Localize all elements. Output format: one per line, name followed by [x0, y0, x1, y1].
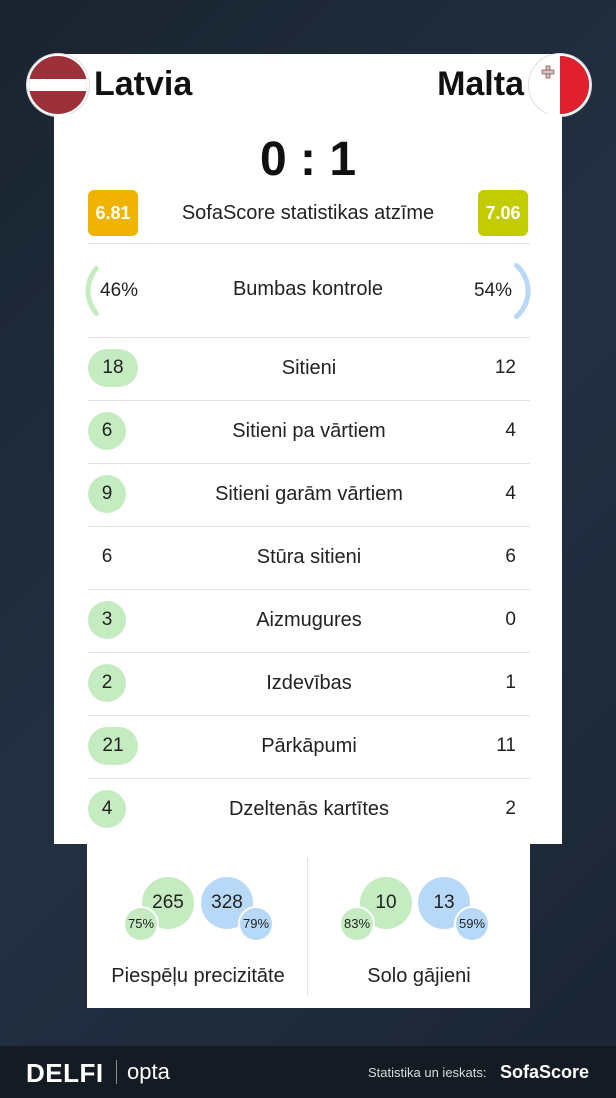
stat-label: Dzeltenās kartītes	[228, 798, 390, 820]
divider	[88, 652, 530, 653]
stat-row-corners: 6 Stūra sitieni 6	[88, 538, 530, 578]
stat-row-yellow-cards: 4 Dzeltenās kartītes 2	[88, 790, 530, 830]
away-rating-badge: 7.06	[478, 190, 528, 236]
malta-flag-icon	[529, 54, 591, 116]
divider	[88, 526, 530, 527]
dribbles-label: Solo gājieni	[367, 965, 471, 987]
away-value: 11	[496, 735, 516, 756]
stat-label: Sitieni pa vārtiem	[232, 420, 386, 442]
stat-label: Izdevības	[266, 672, 352, 694]
match-score: 0 : 1	[259, 133, 357, 186]
away-value: 4	[505, 420, 516, 441]
stat-label: Sitieni garām vārtiem	[215, 483, 403, 505]
credit-text: Statistika un ieskats:	[368, 1065, 487, 1080]
delfi-logo: DELFI	[26, 1058, 104, 1088]
teams-header	[54, 54, 562, 114]
stat-row-shots-on-target: 6 Sitieni pa vārtiem 4	[88, 412, 530, 452]
divider	[88, 589, 530, 590]
divider	[88, 243, 530, 244]
home-dribbles-bubble: 10	[360, 877, 412, 929]
away-value: 12	[494, 357, 516, 378]
stat-row-fouls: 21 Pārkāpumi 11	[88, 727, 530, 767]
away-value: 6	[505, 546, 516, 567]
stat-label: Pārkāpumi	[261, 735, 357, 757]
home-value: 18	[88, 349, 138, 387]
away-value: 4	[505, 483, 516, 504]
latvia-flag-icon	[27, 54, 89, 116]
home-value: 6	[88, 412, 126, 450]
stat-row-shots: 18 Sitieni 12	[88, 349, 530, 389]
home-value: 9	[88, 475, 126, 513]
home-value: 21	[88, 727, 138, 765]
divider	[88, 463, 530, 464]
away-value: 0	[505, 609, 516, 630]
opta-logo: opta	[127, 1059, 170, 1084]
away-value: 2	[505, 798, 516, 819]
away-possession-value: 54%	[474, 280, 513, 301]
sofascore-logo: SofaScore	[500, 1062, 590, 1082]
stat-label: Sitieni	[281, 357, 337, 379]
divider	[88, 715, 530, 716]
stat-row-chances: 2 Izdevības 1	[88, 664, 530, 704]
passes-label: Piespēļu precizitāte	[111, 965, 285, 987]
divider	[88, 400, 530, 401]
home-value: 3	[88, 601, 126, 639]
footer	[0, 1046, 616, 1098]
away-dribbles-pct-bubble: 59%	[454, 906, 490, 942]
home-value: 6	[101, 546, 113, 567]
home-value: 2	[88, 664, 126, 702]
divider	[88, 337, 530, 338]
stat-row-shots-off-target: 9 Sitieni garām vārtiem 4	[88, 475, 530, 515]
vertical-divider	[307, 858, 308, 996]
away-team-name: Malta	[437, 65, 524, 103]
stat-label: Stūra sitieni	[256, 546, 362, 568]
stat-row-offsides: 3 Aizmugures 0	[88, 601, 530, 641]
home-rating-badge: 6.81	[88, 190, 138, 236]
possession-label: Bumbas kontrole	[232, 278, 384, 300]
divider	[88, 778, 530, 779]
footer-separator	[116, 1060, 117, 1084]
stat-label: Aizmugures	[256, 609, 362, 631]
home-passes-pct-bubble: 75%	[123, 906, 159, 942]
rating-label: SofaScore statistikas atzīme	[181, 202, 435, 224]
home-team-name: Latvia	[94, 65, 193, 103]
home-dribbles-pct-bubble: 83%	[339, 906, 375, 942]
away-possession-arc	[513, 263, 531, 319]
home-value: 4	[88, 790, 126, 828]
home-possession-value: 46%	[100, 280, 139, 301]
stats-card	[54, 114, 562, 844]
away-passes-pct-bubble: 79%	[238, 906, 274, 942]
away-value: 1	[505, 672, 516, 693]
home-possession-arc	[85, 266, 99, 316]
